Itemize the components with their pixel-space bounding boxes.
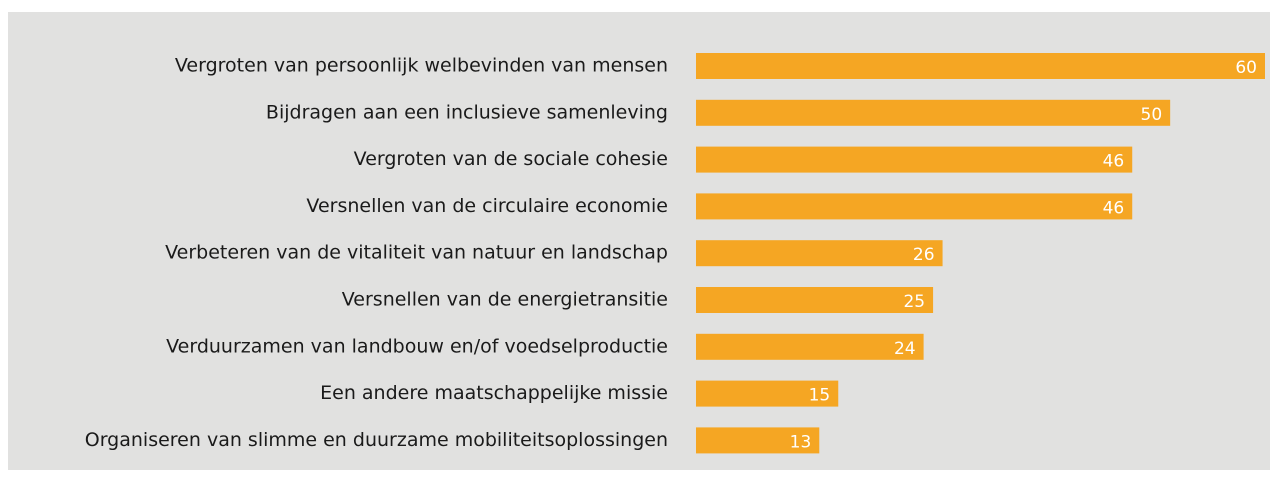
category-label: Vergroten van persoonlijk welbevinden va… (175, 55, 668, 77)
bar (696, 427, 820, 454)
category-label: Bijdragen aan een inclusieve samenleving (266, 101, 668, 123)
category-label: Versnellen van de energietransitie (342, 289, 668, 311)
bar (696, 333, 924, 360)
bar (696, 53, 1265, 79)
value-label: 50 (1141, 105, 1163, 125)
value-label: 25 (903, 292, 925, 312)
bar (696, 240, 943, 267)
category-label: Een andere maatschappelijke missie (320, 382, 668, 404)
chart-background (8, 12, 1270, 470)
bar (696, 380, 839, 407)
category-label: Vergroten van de sociale cohesie (354, 148, 668, 170)
category-label: Organiseren van slimme en duurzame mobil… (85, 429, 668, 451)
value-label: 60 (1235, 58, 1257, 78)
value-label: 15 (809, 386, 831, 406)
bar (696, 193, 1133, 220)
value-label: 24 (894, 339, 916, 359)
bar (696, 146, 1133, 173)
category-label: Versnellen van de circulaire economie (306, 195, 668, 217)
value-label: 46 (1103, 152, 1125, 172)
value-label: 46 (1103, 198, 1125, 218)
category-label: Verduurzamen van landbouw en/of voedselp… (166, 335, 668, 357)
bar (696, 99, 1171, 126)
value-label: 26 (913, 245, 935, 265)
category-label: Verbeteren van de vitaliteit van natuur … (165, 242, 668, 264)
bar (696, 287, 934, 313)
value-label: 13 (790, 432, 812, 452)
